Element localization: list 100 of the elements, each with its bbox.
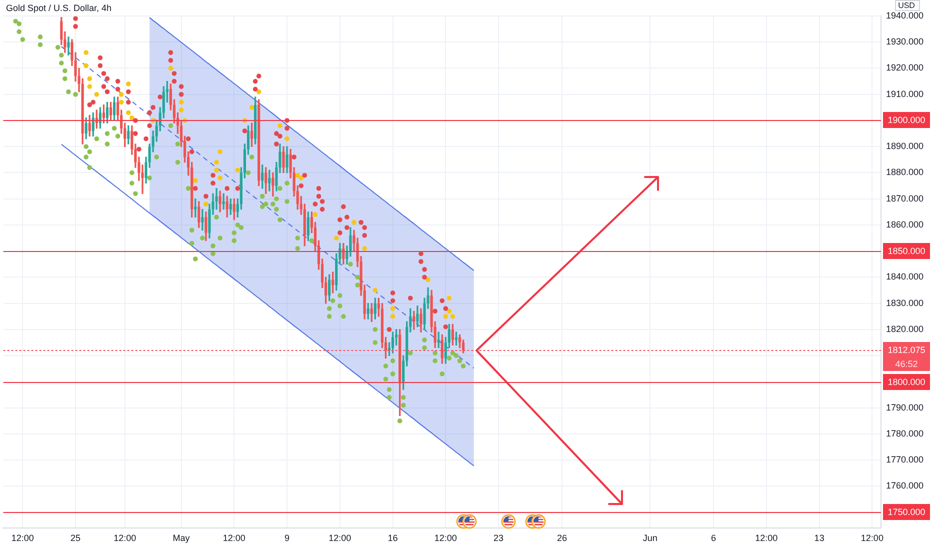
point [175,160,180,165]
point [87,165,92,170]
point [204,194,208,199]
x-tick-label: 12:00 [860,532,884,543]
point [252,78,258,84]
point [94,92,100,97]
y-tick-label: 1880.000 [886,167,924,178]
point [334,236,339,240]
point [249,105,254,110]
point [126,110,131,116]
point [147,110,152,116]
point [59,60,64,66]
point [422,266,427,272]
point [218,149,222,154]
point [168,58,174,63]
x-tick-label: 12:00 [755,532,778,543]
point [130,180,134,186]
point [390,306,396,311]
point [104,76,110,82]
point [189,149,194,154]
point [101,71,106,76]
y-tick-label: 1780.000 [886,428,924,438]
point [400,402,406,408]
point [232,238,237,244]
point [446,308,452,314]
point [115,86,120,92]
point [341,204,346,210]
point [224,186,230,191]
x-tick-label: 26 [556,532,567,543]
point [362,225,367,230]
point [278,134,282,139]
point [426,277,430,282]
point [432,358,438,364]
point [390,298,396,304]
x-tick-label: 12:00 [11,532,34,543]
point [210,172,216,178]
point [118,92,124,97]
point [295,246,300,251]
point [443,306,448,311]
point [126,89,131,94]
point [189,240,194,246]
point [38,42,43,48]
point [115,78,120,84]
point [355,282,360,288]
point [390,371,396,376]
y-tick-label: 1770.000 [886,454,924,465]
point [168,66,174,71]
point [186,136,191,142]
y-tick-label: 1920.000 [886,62,924,73]
point [386,327,392,332]
point [362,246,367,251]
y-tick-label: 1940.000 [886,10,924,20]
point [298,183,304,188]
point [147,123,152,128]
point [284,126,290,131]
point [101,84,106,89]
point [158,94,163,100]
y-tick-label: 1930.000 [886,36,924,47]
y-tick-label: 1760.000 [886,480,924,491]
point [256,74,262,78]
point [422,274,427,280]
x-tick-label: 12:00 [222,532,246,543]
point [337,304,342,308]
point [440,298,445,304]
point [178,92,184,97]
point [316,186,322,191]
point [136,146,142,152]
point [256,89,262,94]
ref-line-label: 1800.000 [888,376,926,387]
point [133,131,138,136]
point [133,191,138,196]
point [98,55,103,60]
y-tick-label: 1840.000 [886,272,924,282]
point [98,63,103,68]
point [312,212,318,217]
point [383,376,388,382]
point [418,259,424,264]
point [408,296,413,301]
point [90,100,96,105]
point [298,176,304,180]
point [372,340,378,345]
point [284,136,290,142]
point [84,154,88,160]
text: 46:52 [895,358,918,369]
point [302,172,308,178]
point [422,345,427,350]
x-tick-label: 16 [388,532,398,543]
point [242,128,248,134]
point [284,199,290,204]
point [210,180,216,186]
point [73,16,78,22]
point [372,288,378,293]
point [337,217,342,222]
point [390,290,396,296]
point [450,314,456,319]
point [292,154,296,160]
point [104,142,110,146]
point [104,89,110,94]
point [214,160,219,165]
point [172,71,177,76]
